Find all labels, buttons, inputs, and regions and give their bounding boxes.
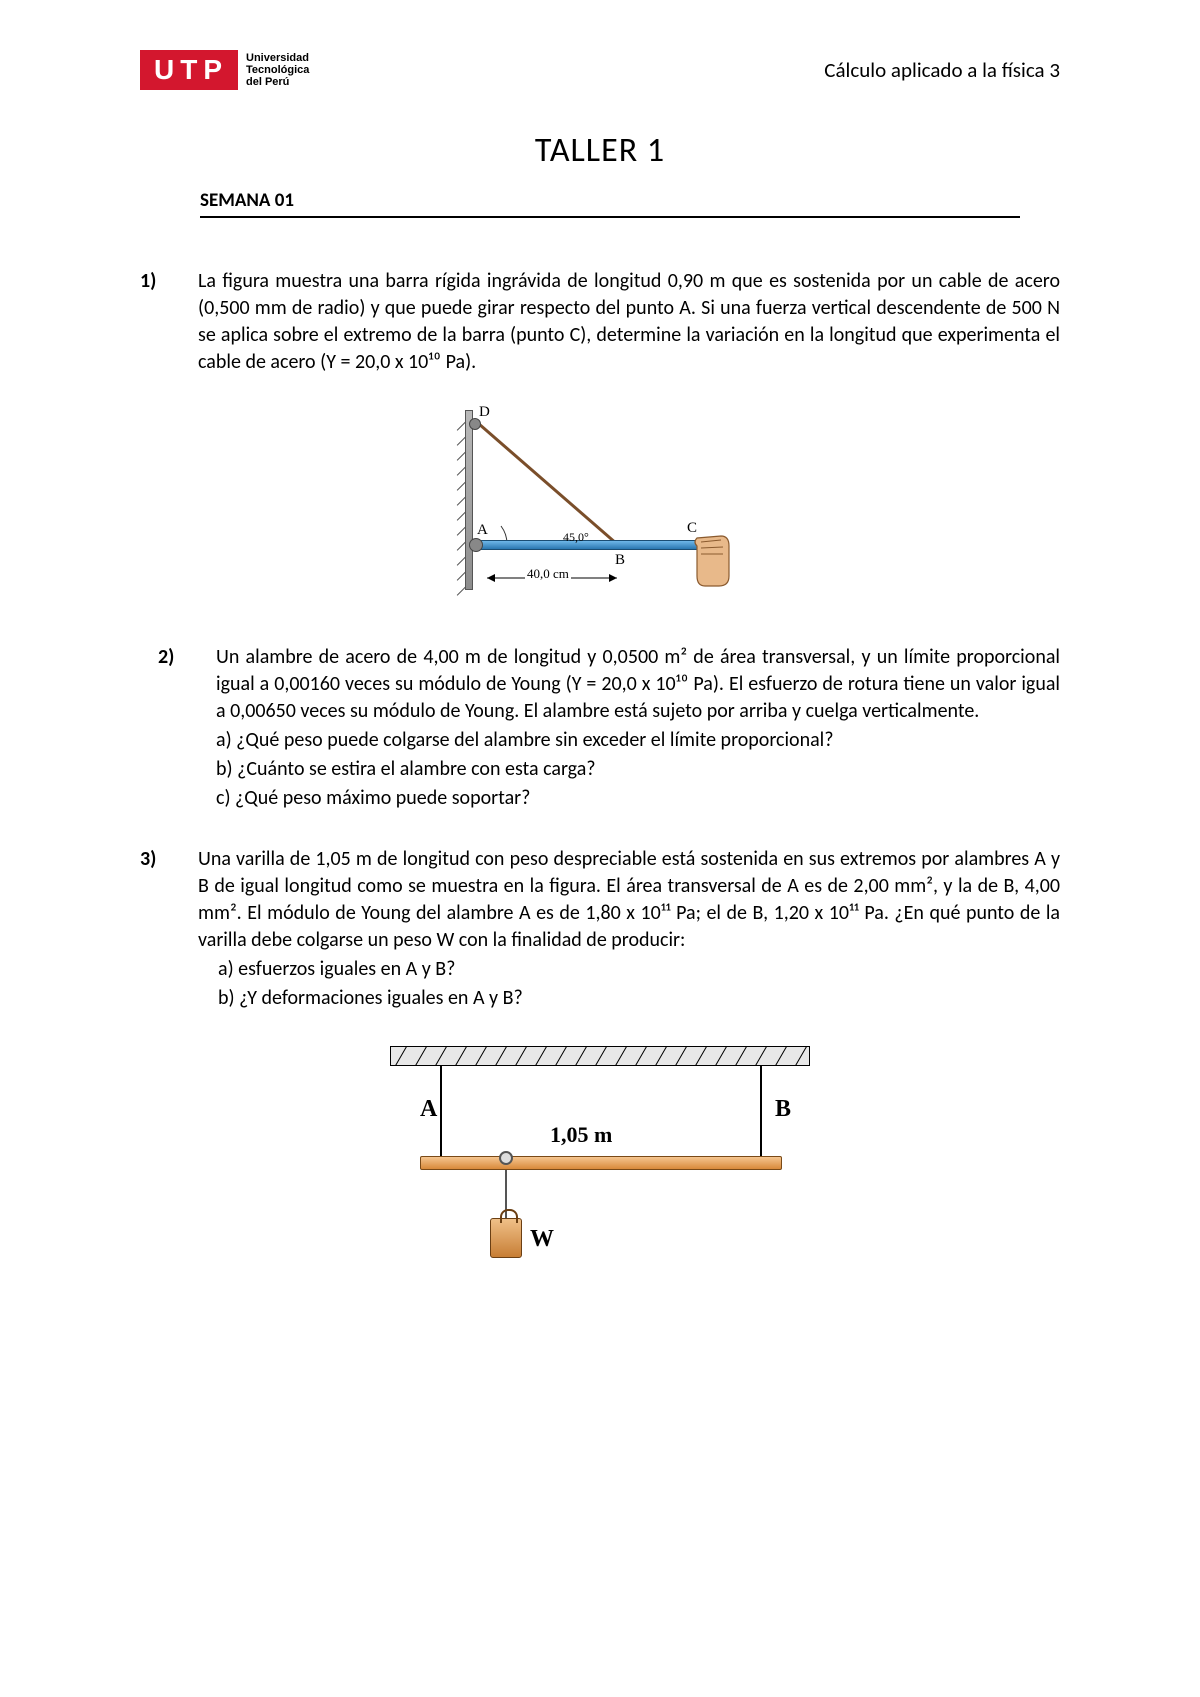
problem-2-c: c) ¿Qué peso máximo puede soportar? — [216, 785, 1060, 812]
fig1-hatching — [455, 410, 465, 590]
problem-3-body: Una varilla de 1,05 m de longitud con pe… — [198, 846, 1060, 1012]
fig1-label-a: A — [477, 522, 488, 539]
logo-line1: Universidad — [246, 52, 309, 64]
fig2-label-a: A — [420, 1096, 437, 1123]
fig2-label-w: W — [530, 1226, 554, 1253]
problem-2-a: a) ¿Qué peso puede colgarse del alambre … — [216, 727, 1060, 754]
fig1-angle: 45,0° — [563, 530, 589, 545]
week-label: SEMANA 01 — [200, 189, 294, 212]
fig1-label-d: D — [479, 404, 490, 421]
logo: UTP Universidad Tecnológica del Perú — [140, 50, 309, 90]
fig2-bar — [420, 1156, 782, 1170]
problem-3-text: Una varilla de 1,05 m de longitud con pe… — [198, 846, 1060, 954]
problem-3: 3) Una varilla de 1,05 m de longitud con… — [140, 846, 1060, 1012]
problem-2-number: 2) — [158, 644, 192, 812]
logo-line2: Tecnológica — [246, 64, 309, 76]
problem-2: 2) Un alambre de acero de 4,00 m de long… — [158, 644, 1060, 812]
page-title: TALLER 1 — [140, 130, 1060, 171]
problem-3-b: b) ¿Y deformaciones iguales en A y B? — [218, 985, 1060, 1012]
fig1-wall — [465, 410, 473, 590]
fig1-dimension-text: 40,0 cm — [525, 566, 571, 582]
logo-subtext: Universidad Tecnológica del Perú — [246, 52, 309, 88]
page-header: UTP Universidad Tecnológica del Perú Cál… — [140, 50, 1060, 90]
fig2-wire-b — [760, 1066, 762, 1156]
fig2-label-b: B — [775, 1096, 791, 1123]
course-name: Cálculo aplicado a la física 3 — [824, 57, 1060, 83]
figure-1: D A B C 45,0° 40,0 cm — [140, 410, 1060, 610]
problem-1-text: La figura muestra una barra rígida ingrá… — [198, 268, 1060, 376]
problem-3-a: a) esfuerzos iguales en A y B? — [218, 956, 1060, 983]
fig1-hinge-a — [469, 538, 483, 552]
logo-line3: del Perú — [246, 76, 309, 88]
problem-2-b: b) ¿Cuánto se estira el alambre con esta… — [216, 756, 1060, 783]
fig2-dimension: 1,05 m — [550, 1122, 612, 1148]
week-divider: SEMANA 01 — [200, 189, 1020, 218]
fig2-weight — [490, 1218, 522, 1258]
fig1-label-b: B — [615, 552, 625, 569]
fig2-ring — [499, 1151, 513, 1165]
fig1-hand-icon — [691, 528, 741, 588]
problem-2-body: Un alambre de acero de 4,00 m de longitu… — [216, 644, 1060, 812]
fig2-ceiling-hatch — [390, 1046, 810, 1066]
problem-2-text: Un alambre de acero de 4,00 m de longitu… — [216, 644, 1060, 725]
problem-3-number: 3) — [140, 846, 174, 1012]
logo-badge: UTP — [140, 50, 238, 90]
problem-1-number: 1) — [140, 268, 174, 376]
problem-1: 1) La figura muestra una barra rígida in… — [140, 268, 1060, 376]
fig2-wire-a — [440, 1066, 442, 1156]
figure-2: A B W 1,05 m — [140, 1046, 1060, 1286]
